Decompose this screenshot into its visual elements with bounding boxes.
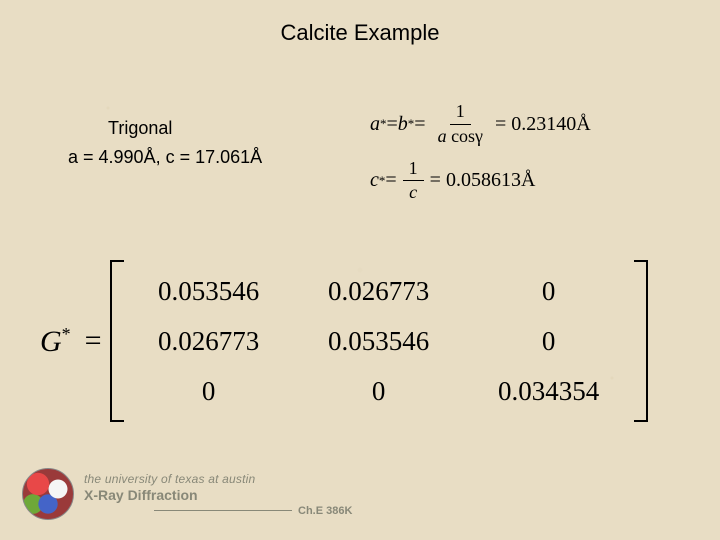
slide-footer: the university of texas at austin X-Ray …: [22, 468, 352, 520]
lab-name: X-Ray Diffraction: [84, 487, 352, 503]
university-name: the university of texas at austin: [84, 472, 352, 486]
divider-line: [154, 510, 292, 511]
course-code: Ch.E 386K: [298, 505, 352, 517]
denominator: c: [403, 181, 423, 203]
eq-sign: =: [414, 113, 425, 136]
metric-tensor: G* = 0.053546 0.026773 0 0.026773 0.0535…: [40, 260, 648, 422]
matrix-cells: 0.053546 0.026773 0 0.026773 0.053546 0 …: [124, 260, 634, 422]
eq-sign: =: [85, 324, 102, 358]
fraction: 1 a cosγ: [432, 102, 489, 147]
tensor-symbol: G*: [40, 324, 71, 359]
denominator: a cosγ: [432, 125, 489, 147]
var-b-star: b: [398, 113, 408, 136]
cell: 0: [124, 376, 294, 407]
bracket-left: [110, 260, 124, 422]
eq-sign: =: [385, 169, 396, 192]
footer-text: the university of texas at austin X-Ray …: [84, 472, 352, 517]
cell: 0.034354: [464, 376, 634, 407]
cell: 0.026773: [294, 276, 464, 307]
equation-c: c* = 1 c = 0.058613Å: [370, 159, 591, 204]
matrix-brackets: 0.053546 0.026773 0 0.026773 0.053546 0 …: [110, 260, 648, 422]
cell: 0: [294, 376, 464, 407]
cell: 0.053546: [124, 276, 294, 307]
course-line: Ch.E 386K: [154, 505, 352, 517]
var-c-star: c: [370, 169, 379, 192]
numerator: 1: [450, 102, 471, 125]
cell: 0: [464, 276, 634, 307]
crystal-info: Trigonal a = 4.990Å, c = 17.061Å: [68, 118, 262, 168]
cell: 0: [464, 326, 634, 357]
numerator: 1: [403, 159, 424, 182]
result-value: = 0.23140Å: [495, 113, 591, 136]
result-value: = 0.058613Å: [430, 169, 536, 192]
reciprocal-equations: a* = b* = 1 a cosγ = 0.23140Å c* = 1 c =…: [370, 102, 591, 215]
cell: 0.026773: [124, 326, 294, 357]
lattice-parameters: a = 4.990Å, c = 17.061Å: [68, 147, 262, 168]
molecule-icon: [22, 468, 74, 520]
slide-title: Calcite Example: [0, 20, 720, 46]
equation-ab: a* = b* = 1 a cosγ = 0.23140Å: [370, 102, 591, 147]
var-a-star: a: [370, 113, 380, 136]
bracket-right: [634, 260, 648, 422]
fraction: 1 c: [403, 159, 424, 204]
eq-sign: =: [387, 113, 398, 136]
cell: 0.053546: [294, 326, 464, 357]
crystal-system: Trigonal: [108, 118, 262, 139]
